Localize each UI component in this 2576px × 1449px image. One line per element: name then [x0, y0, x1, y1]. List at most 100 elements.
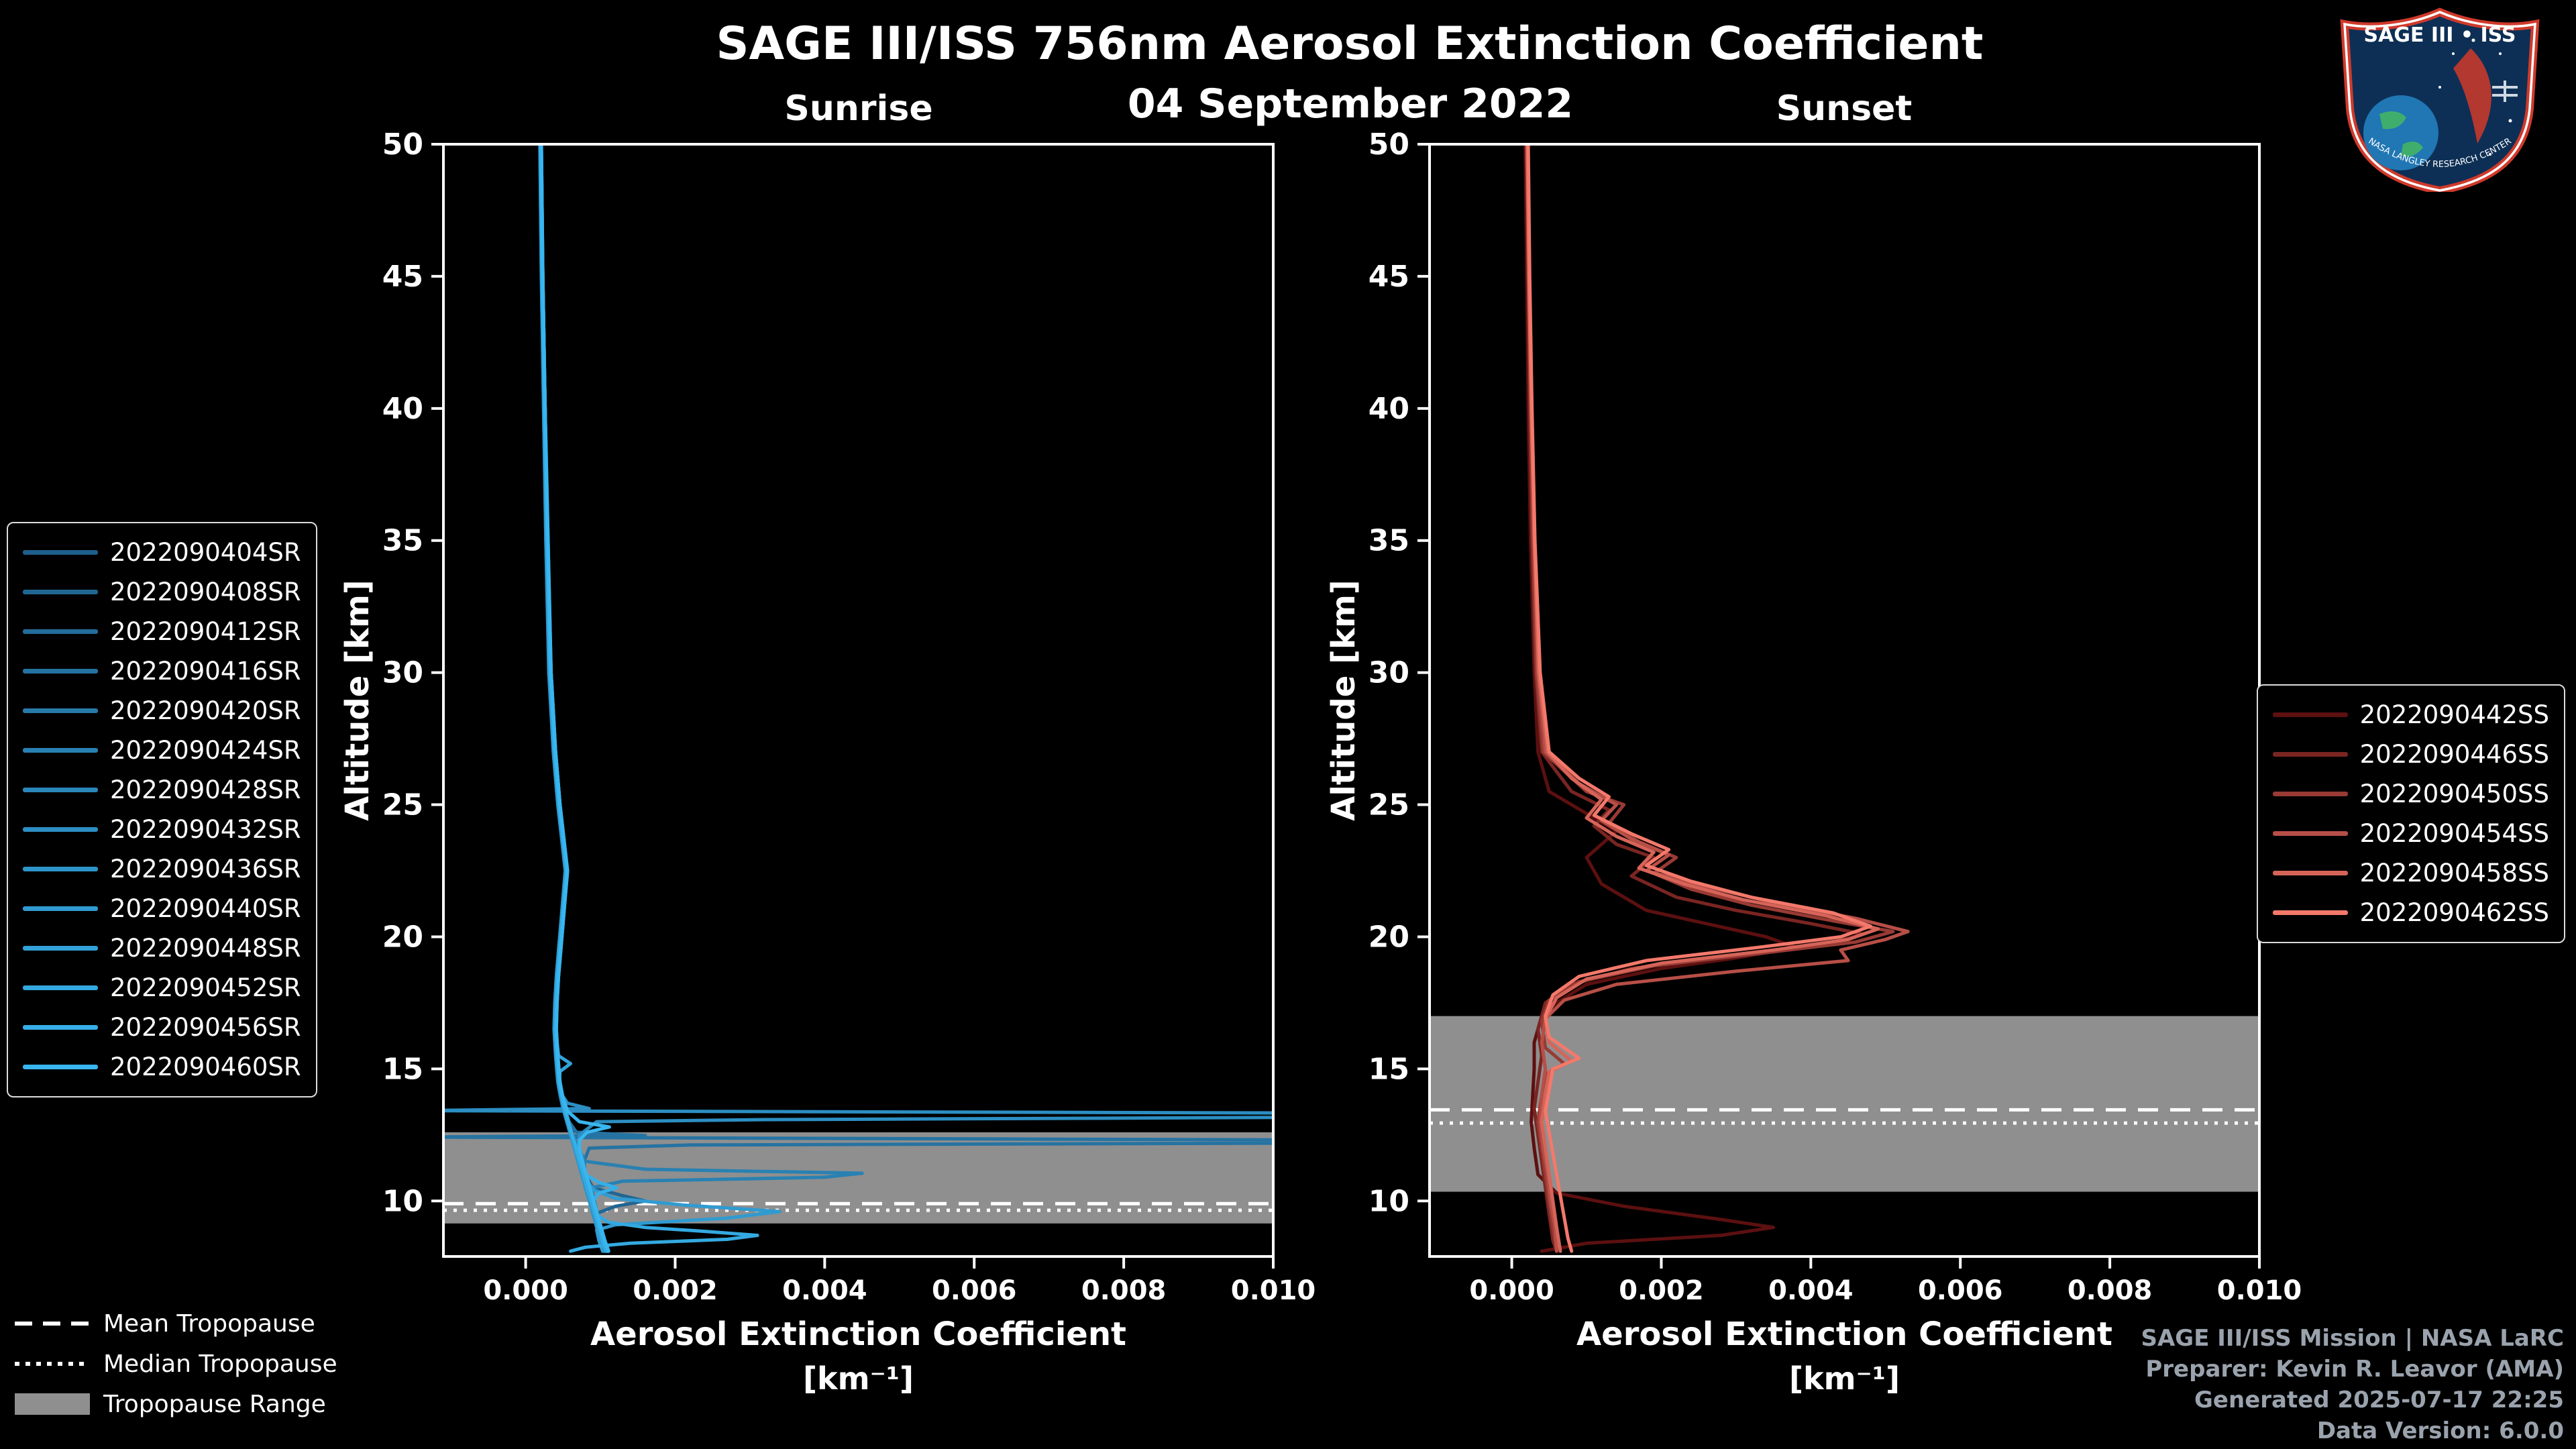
- legend-label: 2022090408SR: [110, 578, 301, 606]
- y-tick-label: 35: [1368, 524, 1409, 558]
- legend-line-swatch: [23, 827, 98, 832]
- x-tick-label: 0.002: [633, 1275, 718, 1306]
- sunrise-panel-title: Sunrise: [784, 89, 933, 129]
- legend-line-swatch: [23, 1065, 98, 1069]
- legend-label: 2022090450SS: [2359, 780, 2549, 808]
- page-title: SAGE III/ISS 756nm Aerosol Extinction Co…: [716, 17, 1984, 70]
- legend-line-swatch: [23, 590, 98, 594]
- legend-line-swatch: [23, 629, 98, 634]
- y-tick-label: 15: [382, 1052, 423, 1086]
- legend-line-swatch: [2272, 792, 2348, 796]
- date-subtitle: 04 September 2022: [1127, 80, 1574, 127]
- legend-line-swatch: [23, 550, 98, 555]
- legend-line-swatch: [2272, 831, 2348, 836]
- y-tick-label: 40: [1368, 392, 1409, 426]
- x-tick-label: 0.000: [1469, 1275, 1554, 1306]
- sunset-x-axis-units: [km⁻¹]: [1789, 1360, 1900, 1397]
- median-tropopause-dot-sample: [15, 1362, 90, 1366]
- credit-line-preparer: Preparer: Kevin R. Leavor (AMA): [2145, 1356, 2564, 1383]
- mean-tropopause-label: Mean Tropopause: [103, 1309, 315, 1338]
- legend-item-2022090446SS: 2022090446SS: [2272, 735, 2549, 774]
- y-tick-label: 30: [382, 656, 423, 690]
- x-tick-label: 0.004: [782, 1275, 867, 1306]
- logo-iss-icon: [2492, 80, 2518, 102]
- legend-item-2022090452SR: 2022090452SR: [23, 968, 301, 1008]
- legend-line-swatch: [23, 669, 98, 674]
- legend-label: 2022090420SR: [110, 696, 301, 725]
- legend-line-swatch: [2272, 910, 2348, 915]
- y-tick-label: 20: [382, 920, 423, 954]
- mean-tropopause-legend-item: Mean Tropopause: [15, 1308, 337, 1339]
- legend-label: 2022090448SR: [110, 934, 301, 963]
- tropopause-range-band: [1430, 1016, 2259, 1192]
- y-tick-label: 45: [382, 260, 423, 294]
- sunrise-y-axis-label: Altitude [km]: [339, 580, 376, 821]
- x-tick-label: 0.008: [2068, 1275, 2153, 1306]
- y-tick-label: 15: [1368, 1052, 1409, 1086]
- credits: SAGE III/ISS Mission | NASA LaRC Prepare…: [2141, 1323, 2565, 1446]
- sunrise-plot-area: [443, 144, 1273, 1256]
- sunset-legend: 2022090442SS 2022090446SS 2022090450SS 2022…: [2256, 684, 2565, 943]
- tropopause-range-patch-sample: [15, 1393, 90, 1415]
- sunset-x-axis: 0.000 0.002 0.004 0.006 0.008 0.010: [1469, 1256, 2302, 1306]
- logo-stars: [2438, 38, 2512, 156]
- legend-line-swatch: [23, 788, 98, 792]
- legend-label: 2022090442SS: [2359, 700, 2549, 729]
- legend-label: 2022090404SR: [110, 538, 301, 567]
- legend-item-2022090458SS: 2022090458SS: [2272, 853, 2549, 893]
- y-tick-label: 45: [1368, 260, 1409, 294]
- x-tick-label: 0.010: [2217, 1275, 2302, 1306]
- y-tick-label: 50: [1368, 127, 1409, 162]
- legend-line-swatch: [23, 906, 98, 911]
- y-tick-label: 10: [382, 1184, 423, 1218]
- profile-line-2022090462SS: [1526, 144, 1872, 1253]
- sunset-x-axis-label: Aerosol Extinction Coefficient: [1576, 1316, 2112, 1353]
- legend-item-2022090450SS: 2022090450SS: [2272, 774, 2549, 814]
- legend-item-2022090440SR: 2022090440SR: [23, 889, 301, 928]
- logo-title: SAGE III • ISS: [2364, 23, 2516, 47]
- legend-item-2022090432SR: 2022090432SR: [23, 810, 301, 849]
- logo-earth-land: [2379, 111, 2406, 129]
- legend-item-2022090404SR: 2022090404SR: [23, 533, 301, 572]
- legend-item-2022090416SR: 2022090416SR: [23, 651, 301, 691]
- legend-label: 2022090428SR: [110, 775, 301, 804]
- legend-item-2022090408SR: 2022090408SR: [23, 572, 301, 612]
- legend-item-2022090456SR: 2022090456SR: [23, 1008, 301, 1047]
- x-tick-label: 0.006: [932, 1275, 1017, 1306]
- sunrise-axes-spines: [442, 143, 1275, 1258]
- legend-line-swatch: [2272, 871, 2348, 875]
- sunrise-x-axis-label: Aerosol Extinction Coefficient: [590, 1316, 1126, 1353]
- x-tick-label: 0.002: [1619, 1275, 1704, 1306]
- legend-label: 2022090424SR: [110, 736, 301, 765]
- legend-line-swatch: [23, 708, 98, 713]
- y-tick-label: 50: [382, 127, 423, 162]
- legend-item-2022090428SR: 2022090428SR: [23, 770, 301, 810]
- sage-iii-iss-logo: SAGE III • ISS NASA LANGLEY RESEARCH CEN…: [2340, 7, 2540, 192]
- legend-label: 2022090454SS: [2359, 819, 2549, 848]
- legend-label: 2022090446SS: [2359, 740, 2549, 769]
- logo-inner-border: [2343, 11, 2536, 192]
- x-tick-label: 0.000: [483, 1275, 568, 1306]
- sunrise-x-axis: 0.000 0.002 0.004 0.006 0.008 0.010: [483, 1256, 1316, 1306]
- legend-line-swatch: [23, 748, 98, 753]
- mean-tropopause-dash-sample: [15, 1322, 90, 1326]
- legend-line-swatch: [23, 985, 98, 990]
- legend-item-2022090442SS: 2022090442SS: [2272, 695, 2549, 735]
- legend-item-2022090412SR: 2022090412SR: [23, 612, 301, 651]
- median-tropopause-legend-item: Median Tropopause: [15, 1348, 337, 1379]
- sunset-panel-title: Sunset: [1776, 89, 1913, 129]
- x-tick-label: 0.010: [1231, 1275, 1316, 1306]
- tropopause-range-label: Tropopause Range: [103, 1390, 326, 1418]
- legend-item-2022090424SR: 2022090424SR: [23, 731, 301, 770]
- credit-line-version: Data Version: 6.0.0: [2316, 1417, 2564, 1444]
- legend-label: 2022090456SR: [110, 1013, 301, 1042]
- legend-item-2022090460SR: 2022090460SR: [23, 1047, 301, 1087]
- profile-line-2022090442SS: [1523, 144, 1798, 1253]
- y-tick-label: 20: [1368, 920, 1409, 954]
- legend-label: 2022090452SR: [110, 973, 301, 1002]
- legend-item-2022090462SS: 2022090462SS: [2272, 893, 2549, 932]
- legend-line-swatch: [23, 867, 98, 871]
